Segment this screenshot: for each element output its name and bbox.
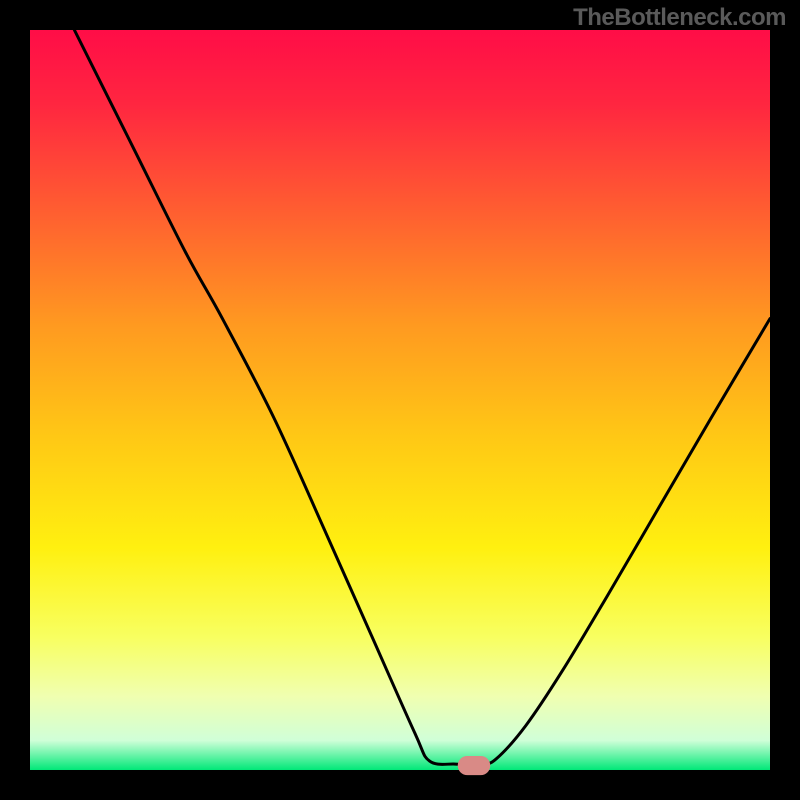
watermark-text: TheBottleneck.com <box>573 4 786 32</box>
bottleneck-chart: TheBottleneck.com <box>0 0 800 800</box>
plot-background <box>30 30 770 770</box>
chart-svg <box>0 0 800 800</box>
optimal-marker <box>458 756 491 775</box>
